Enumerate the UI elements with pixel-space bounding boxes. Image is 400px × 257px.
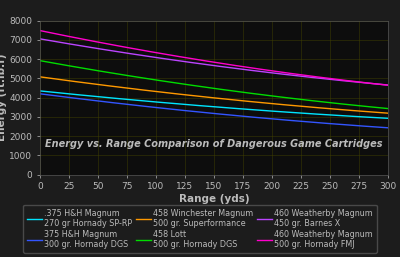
460 Weatherby Magnum
450 gr. Barnes X bbox=[331, 78, 336, 81]
.375 H&H Magnum
270 gr Hornady SP-RP bbox=[38, 89, 42, 93]
X-axis label: Range (yds): Range (yds) bbox=[179, 194, 249, 204]
375 H&H Magnum
300 gr. Hornady DGS bbox=[331, 122, 336, 125]
458 Lott
500 gr. Hornady DGS bbox=[276, 95, 280, 98]
460 Weatherby Magnum
450 gr. Barnes X bbox=[178, 59, 183, 62]
460 Weatherby Magnum
500 gr. Hornady FMJ bbox=[386, 84, 390, 87]
460 Weatherby Magnum
450 gr. Barnes X bbox=[276, 72, 280, 75]
.375 H&H Magnum
270 gr Hornady SP-RP bbox=[178, 103, 183, 106]
Y-axis label: Energy (ft.lb.f): Energy (ft.lb.f) bbox=[0, 54, 6, 141]
Line: 458 Lott
500 gr. Hornady DGS: 458 Lott 500 gr. Hornady DGS bbox=[40, 61, 388, 108]
458 Lott
500 gr. Hornady DGS bbox=[178, 82, 183, 85]
Line: 460 Weatherby Magnum
450 gr. Barnes X: 460 Weatherby Magnum 450 gr. Barnes X bbox=[40, 39, 388, 85]
458 Winchester Magnum
500 gr. Superformance bbox=[311, 106, 316, 109]
458 Winchester Magnum
500 gr. Superformance bbox=[276, 103, 280, 106]
458 Lott
500 gr. Hornady DGS bbox=[386, 107, 390, 110]
375 H&H Magnum
300 gr. Hornady DGS bbox=[386, 126, 390, 129]
458 Winchester Magnum
500 gr. Superformance bbox=[178, 93, 183, 96]
Line: 375 H&H Magnum
300 gr. Hornady DGS: 375 H&H Magnum 300 gr. Hornady DGS bbox=[40, 94, 388, 128]
375 H&H Magnum
300 gr. Hornady DGS bbox=[311, 121, 316, 124]
460 Weatherby Magnum
450 gr. Barnes X bbox=[190, 61, 194, 64]
375 H&H Magnum
300 gr. Hornady DGS bbox=[360, 124, 365, 127]
460 Weatherby Magnum
500 gr. Hornady FMJ bbox=[331, 77, 336, 80]
458 Winchester Magnum
500 gr. Superformance bbox=[331, 107, 336, 111]
.375 H&H Magnum
270 gr Hornady SP-RP bbox=[360, 115, 365, 118]
Line: 460 Weatherby Magnum
500 gr. Hornady FMJ: 460 Weatherby Magnum 500 gr. Hornady FMJ bbox=[40, 31, 388, 85]
Line: .375 H&H Magnum
270 gr Hornady SP-RP: .375 H&H Magnum 270 gr Hornady SP-RP bbox=[40, 91, 388, 118]
Line: 458 Winchester Magnum
500 gr. Superformance: 458 Winchester Magnum 500 gr. Superforma… bbox=[40, 77, 388, 113]
375 H&H Magnum
300 gr. Hornady DGS bbox=[178, 108, 183, 112]
458 Lott
500 gr. Hornady DGS bbox=[190, 84, 194, 87]
460 Weatherby Magnum
500 gr. Hornady FMJ bbox=[190, 57, 194, 60]
Legend: .375 H&H Magnum
270 gr Hornady SP-RP, 375 H&H Magnum
300 gr. Hornady DGS, 458 Wi: .375 H&H Magnum 270 gr Hornady SP-RP, 37… bbox=[23, 205, 377, 253]
460 Weatherby Magnum
500 gr. Hornady FMJ bbox=[38, 29, 42, 32]
375 H&H Magnum
300 gr. Hornady DGS bbox=[190, 110, 194, 113]
458 Lott
500 gr. Hornady DGS bbox=[331, 102, 336, 105]
458 Winchester Magnum
500 gr. Superformance bbox=[38, 75, 42, 78]
458 Lott
500 gr. Hornady DGS bbox=[360, 105, 365, 108]
.375 H&H Magnum
270 gr Hornady SP-RP bbox=[311, 112, 316, 115]
460 Weatherby Magnum
500 gr. Hornady FMJ bbox=[178, 55, 183, 58]
460 Weatherby Magnum
450 gr. Barnes X bbox=[386, 84, 390, 87]
460 Weatherby Magnum
450 gr. Barnes X bbox=[360, 81, 365, 84]
.375 H&H Magnum
270 gr Hornady SP-RP bbox=[386, 117, 390, 120]
460 Weatherby Magnum
500 gr. Hornady FMJ bbox=[276, 70, 280, 73]
458 Lott
500 gr. Hornady DGS bbox=[38, 59, 42, 62]
460 Weatherby Magnum
500 gr. Hornady FMJ bbox=[360, 81, 365, 84]
.375 H&H Magnum
270 gr Hornady SP-RP bbox=[190, 104, 194, 107]
.375 H&H Magnum
270 gr Hornady SP-RP bbox=[276, 110, 280, 113]
460 Weatherby Magnum
500 gr. Hornady FMJ bbox=[311, 75, 316, 78]
Text: Energy vs. Range Comparison of Dangerous Game Cartridges: Energy vs. Range Comparison of Dangerous… bbox=[45, 139, 383, 149]
.375 H&H Magnum
270 gr Hornady SP-RP bbox=[331, 114, 336, 117]
460 Weatherby Magnum
450 gr. Barnes X bbox=[38, 37, 42, 40]
458 Winchester Magnum
500 gr. Superformance bbox=[360, 110, 365, 113]
375 H&H Magnum
300 gr. Hornady DGS bbox=[38, 92, 42, 95]
458 Winchester Magnum
500 gr. Superformance bbox=[386, 112, 390, 115]
458 Lott
500 gr. Hornady DGS bbox=[311, 99, 316, 103]
460 Weatherby Magnum
450 gr. Barnes X bbox=[311, 76, 316, 79]
375 H&H Magnum
300 gr. Hornady DGS bbox=[276, 118, 280, 121]
458 Winchester Magnum
500 gr. Superformance bbox=[190, 94, 194, 97]
